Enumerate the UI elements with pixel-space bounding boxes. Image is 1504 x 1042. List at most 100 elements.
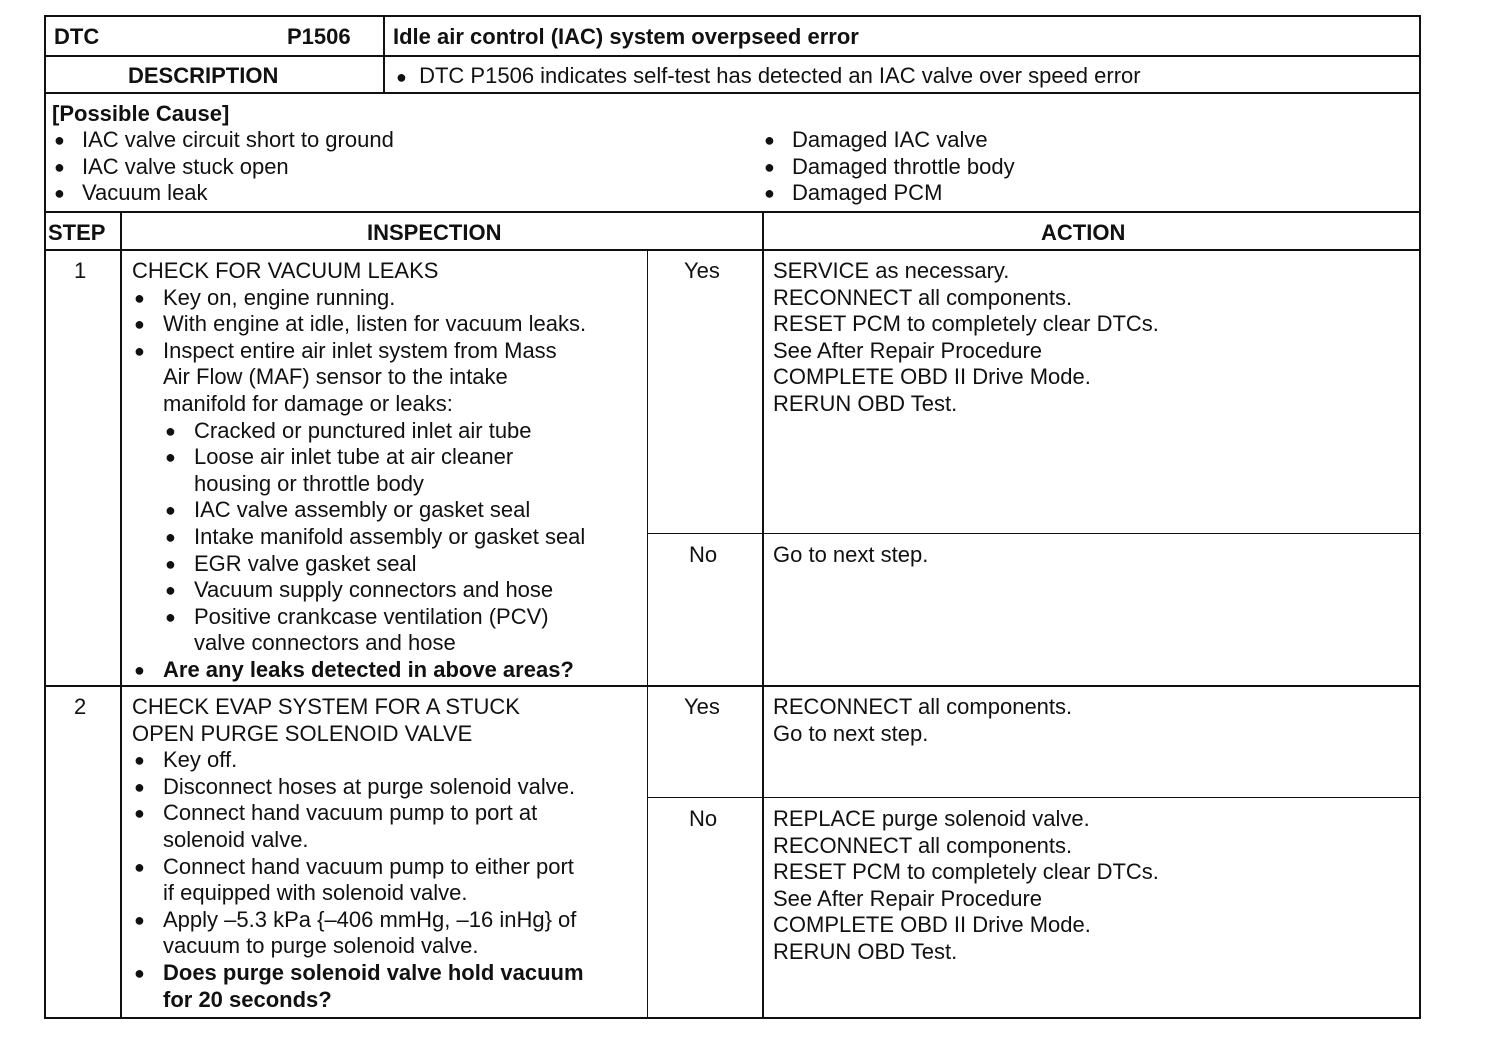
inspection-text: Disconnect hoses at purge solenoid valve… (163, 773, 576, 799)
inspection-cell: CHECK EVAP SYSTEM FOR A STUCK OPEN PURGE … (132, 694, 584, 1013)
description-label: DESCRIPTION (128, 63, 279, 88)
cause-text: Damaged PCM (792, 180, 943, 206)
bullet-icon: ● (54, 156, 65, 177)
action-line: Go to next step. (773, 542, 929, 567)
inspection-line: OPEN PURGE SOLENOID VALVE (132, 721, 584, 748)
inspection-text: for 20 seconds? (163, 986, 332, 1012)
bullet-icon: ● (134, 750, 145, 771)
bullet-icon: ● (165, 553, 176, 574)
bullet-icon: ● (165, 447, 176, 468)
cause-text: IAC valve stuck open (82, 153, 289, 179)
dtc-code: P1506 (287, 24, 351, 49)
inspection-line: ● Disconnect hoses at purge solenoid valv… (132, 774, 584, 801)
column-step: STEP (48, 220, 106, 245)
step-number: 2 (74, 694, 87, 719)
inspection-text: Are any leaks detected in above areas? (163, 656, 574, 682)
bullet-icon: ● (54, 183, 65, 204)
inspection-line: CHECK EVAP SYSTEM FOR A STUCK (132, 694, 584, 721)
inspection-line: ● EGR valve gasket seal (132, 551, 586, 578)
bullet-icon: ● (165, 580, 176, 601)
inspection-line: valve connectors and hose (132, 630, 586, 657)
inspection-line: Air Flow (MAF) sensor to the intake (132, 364, 586, 391)
bullet-icon: ● (134, 909, 145, 930)
cause-text: Damaged throttle body (792, 153, 1015, 179)
cause-item: ● Damaged PCM (762, 180, 1015, 207)
inspection-line: ● With engine at idle, listen for vacuum … (132, 311, 586, 338)
inspection-line: vacuum to purge solenoid valve. (132, 933, 584, 960)
yes-action-cell: SERVICE as necessary. RECONNECT all compo… (773, 258, 1159, 418)
inspection-line: ● Connect hand vacuum pump to port at (132, 800, 584, 827)
inspection-text: vacuum to purge solenoid valve. (163, 933, 479, 959)
inspection-line: ● IAC valve assembly or gasket seal (132, 497, 586, 524)
dtc-title: Idle air control (IAC) system overpseed … (393, 24, 859, 49)
column-inspection: INSPECTION (367, 220, 502, 245)
possible-cause-title: [Possible Cause] (52, 101, 230, 126)
cause-text: Vacuum leak (82, 180, 208, 206)
inspection-text: Key on, engine running. (163, 284, 396, 310)
bullet-icon: ● (134, 314, 145, 335)
inspection-text: if equipped with solenoid valve. (163, 880, 468, 906)
action-line: RESET PCM to completely clear DTCs. (773, 311, 1159, 337)
bullet-icon: ● (54, 130, 65, 150)
inspection-line: for 20 seconds? (132, 987, 584, 1014)
dtc-label: DTC (54, 24, 100, 49)
inspection-line: ● Does purge solenoid valve hold vacuum (132, 960, 584, 987)
yes-label: Yes (684, 258, 720, 283)
inspection-text: Positive crankcase ventilation (PCV) (194, 603, 549, 629)
description-text: ● DTC P1506 indicates self-test has dete… (396, 63, 1141, 88)
action-line: COMPLETE OBD II Drive Mode. (773, 364, 1091, 390)
inspection-cell: CHECK FOR VACUUM LEAKS ● Key on, engine ru… (132, 258, 586, 684)
cause-item: ● IAC valve stuck open (52, 154, 394, 181)
inspection-line: ● Key off. (132, 747, 584, 774)
cause-list-right: ● Damaged IAC valve ● Damaged throttle body… (762, 127, 1015, 207)
inspection-text: valve connectors and hose (194, 630, 456, 656)
no-label: No (689, 806, 718, 831)
cause-text: Damaged IAC valve (792, 127, 988, 152)
inspection-line: manifold for damage or leaks: (132, 391, 586, 418)
inspection-text: Cracked or punctured inlet air tube (194, 417, 532, 443)
inspection-line: ● Vacuum supply connectors and hose (132, 577, 586, 604)
inspection-line: CHECK FOR VACUUM LEAKS (132, 258, 586, 285)
inspection-text: Key off. (163, 747, 238, 773)
inspection-text: Apply –5.3 kPa {–406 mmHg, –16 inHg} of (163, 906, 577, 932)
inspection-text: Intake manifold assembly or gasket seal (194, 523, 586, 549)
inspection-text: Vacuum supply connectors and hose (194, 577, 554, 603)
bullet-icon: ● (165, 420, 176, 441)
action-line: Go to next step. (773, 720, 929, 746)
cause-text: IAC valve circuit short to ground (82, 127, 394, 152)
inspection-text: Air Flow (MAF) sensor to the intake (163, 364, 508, 390)
inspection-text: IAC valve assembly or gasket seal (194, 497, 531, 523)
inspection-line: ● Loose air inlet tube at air cleaner (132, 444, 586, 471)
inspection-line: housing or throttle body (132, 471, 586, 498)
inspection-line: ● Apply –5.3 kPa {–406 mmHg, –16 inHg} of (132, 907, 584, 934)
inspection-text: Loose air inlet tube at air cleaner (194, 444, 514, 470)
inspection-line: ● Inspect entire air inlet system from Ma… (132, 338, 586, 365)
action-line: COMPLETE OBD II Drive Mode. (773, 912, 1091, 938)
inspection-text: CHECK EVAP SYSTEM FOR A STUCK (132, 694, 520, 719)
no-label: No (689, 542, 718, 567)
inspection-text: Does purge solenoid valve hold vacuum (163, 959, 584, 985)
action-line: See After Repair Procedure (773, 885, 1043, 911)
cause-item: ● Damaged IAC valve (762, 127, 1015, 154)
inspection-line: solenoid valve. (132, 827, 584, 854)
bullet-icon: ● (134, 856, 145, 877)
bullet-icon: ● (165, 500, 176, 521)
inspection-text: Connect hand vacuum pump to port at (163, 800, 538, 826)
bullet-icon: ● (165, 606, 176, 627)
action-line: See After Repair Procedure (773, 337, 1043, 363)
bullet-icon: ● (134, 287, 145, 308)
inspection-text: manifold for damage or leaks: (163, 390, 453, 416)
inspection-text: OPEN PURGE SOLENOID VALVE (132, 720, 473, 746)
bullet-icon: ● (134, 803, 145, 824)
inspection-line: ● Intake manifold assembly or gasket seal (132, 524, 586, 551)
inspection-line: ● Cracked or punctured inlet air tube (132, 418, 586, 445)
inspection-text: CHECK FOR VACUUM LEAKS (132, 258, 439, 283)
inspection-text: EGR valve gasket seal (194, 550, 417, 576)
no-action-cell: REPLACE purge solenoid valve. RECONNECT a… (773, 806, 1159, 966)
yes-label: Yes (684, 694, 720, 719)
action-line: RERUN OBD Test. (773, 390, 958, 416)
inspection-line: if equipped with solenoid valve. (132, 880, 584, 907)
cause-item: ● IAC valve circuit short to ground (52, 127, 394, 154)
cause-item: ● Damaged throttle body (762, 154, 1015, 181)
action-line: RECONNECT all components. (773, 832, 1073, 858)
